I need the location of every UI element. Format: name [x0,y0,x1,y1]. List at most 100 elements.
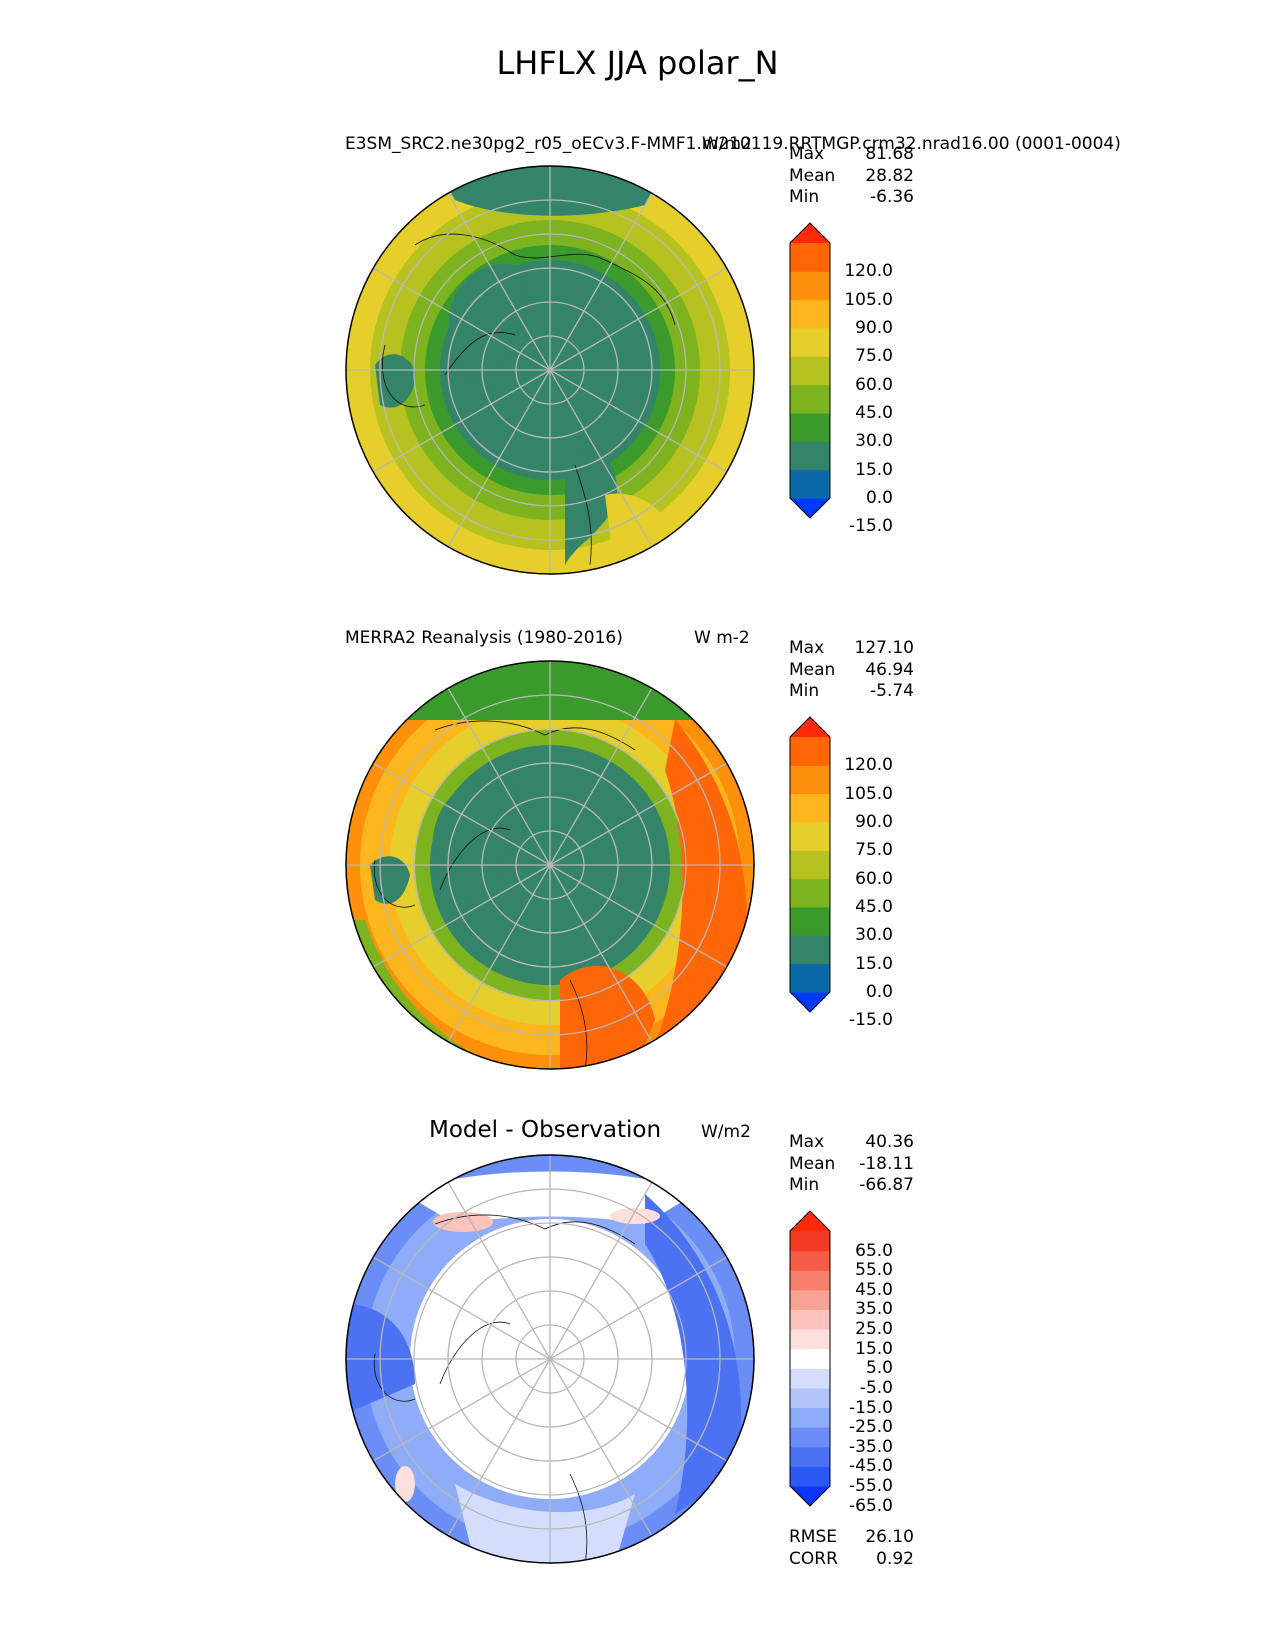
colorbar-segment [790,1427,830,1448]
colorbar-tick-label: 75.0 [855,346,893,367]
colorbar-segment [790,1329,830,1350]
colorbar-tick-label: 105.0 [844,289,893,310]
colorbar-tick-label: 30.0 [855,431,893,452]
figure-title: LHFLX JJA polar_N [496,44,779,82]
metric-value: 26.10 [865,1527,914,1547]
colorbar-tick-label: 105.0 [844,783,893,804]
panel-units: W/m2 [701,1122,751,1142]
colorbar-tick-label: 45.0 [855,897,893,917]
colorbar-segment [790,793,830,823]
field-pacific [385,661,705,720]
colorbar-tick-label: -15.0 [849,1397,893,1418]
colorbar-segment [790,963,830,993]
field-hudson-bay [375,354,416,408]
colorbar-extend-low [790,498,830,518]
colorbar-tick-label: 60.0 [855,374,893,395]
colorbar-tick-label: 90.0 [855,318,893,338]
colorbar-tick-label: 120.0 [844,755,893,776]
colorbar-tick-label: -65.0 [849,1495,893,1516]
panel-title: MERRA2 Reanalysis (1980-2016) [345,628,623,648]
colorbar-tick-label: 25.0 [855,1319,893,1340]
colorbar-segment [790,469,830,499]
stat-label: Min [789,681,820,701]
colorbar-tick-label: -5.0 [859,1377,893,1398]
colorbar-segment [790,1231,830,1252]
colorbar-tick-label: 0.0 [865,982,893,1002]
stat-label: Max [789,1132,825,1152]
colorbar-segment [790,384,830,414]
colorbar-tick-label: -15.0 [849,516,893,537]
colorbar [789,716,831,1013]
stat-value: 81.68 [865,144,914,164]
field-south-light [455,1484,635,1563]
stats-block: Max 81.68 Mean 28.82 Min -6.36 [789,144,914,209]
stat-value: 46.94 [865,659,914,680]
colorbar [789,222,831,519]
colorbar-tick-label: 45.0 [855,1279,893,1300]
colorbar-segment [790,1270,830,1291]
graticule [346,166,754,574]
colorbar-segment [790,907,830,936]
coastline [373,720,636,1069]
colorbar-tick-label: 15.0 [855,1338,893,1359]
colorbar-segment [790,822,830,851]
stat-label: Max [789,144,825,164]
colorbar-segment [790,1368,830,1389]
stat-value: -6.36 [870,187,914,207]
colorbar-extend-high [790,1211,830,1231]
colorbar-extend-low [790,992,830,1012]
metric-value: 0.92 [876,1548,914,1569]
stat-value: 28.82 [865,165,914,186]
colorbar-segment [790,737,830,766]
colorbar-tick-label: 65.0 [855,1240,893,1261]
stat-label: Max [789,638,825,658]
stat-label: Mean [789,165,836,186]
colorbar-segment [790,271,830,301]
panel-title: E3SM_SRC2.ne30pg2_r05_oECv3.F-MMF1.m2101… [345,134,1121,154]
colorbar-outline [789,222,831,519]
colorbar-segment [790,1466,830,1487]
coastline [382,233,676,566]
colorbar-labels: 120.0 105.0 90.0 75.0 60.0 45.0 30.0 15.0 0.0 -15… [830,223,893,536]
colorbar-extend-low [790,1486,830,1506]
stats-block: Max 127.10 Mean 46.94 Min -5.74 [789,638,914,703]
colorbar-tick-label: 120.0 [844,261,893,282]
field-greenland [432,1272,518,1404]
stats-block: Max 40.36 Mean -18.11 Min -66.87 [789,1132,914,1197]
colorbar-segment [790,1348,830,1369]
colorbar-segment [790,1289,830,1310]
stat-value: -66.87 [859,1175,914,1195]
field-europe [560,965,655,1069]
colorbar-segment [790,413,830,442]
stat-label: Min [789,187,820,207]
colorbar-tick-label: 45.0 [855,403,893,423]
stat-label: Min [789,1175,820,1195]
colorbar-segment [790,243,830,272]
field-positive [433,1212,493,1232]
stat-label: Mean [789,1153,836,1174]
field-east-blue [645,1194,741,1514]
colorbar-segment [790,356,830,386]
stat-label: Mean [789,659,836,680]
colorbar-tick-label: 75.0 [855,840,893,861]
colorbar-labels: 65.0 55.0 45.0 35.0 25.0 15.0 5.0 -5.0 -15.0 -25.… [830,1211,893,1516]
coastline [373,1214,636,1563]
metric-label: RMSE [789,1527,838,1547]
colorbar-tick-label: 15.0 [855,953,893,974]
colorbar-tick-label: -25.0 [849,1417,893,1438]
colorbar-segment [790,935,830,965]
colorbar-tick-label: 35.0 [855,1299,893,1320]
colorbar-outline [789,1210,831,1507]
stat-value: 127.10 [854,638,914,658]
colorbar-tick-label: 15.0 [855,459,893,480]
stat-value: -18.11 [859,1153,914,1174]
graticule [346,1155,754,1563]
colorbar-segment [790,850,830,880]
colorbar-tick-label: 30.0 [855,925,893,946]
polar-map [345,165,755,575]
metrics-block: RMSE 26.10 CORR 0.92 [789,1527,914,1570]
panel-units: W m-2 [694,628,750,648]
colorbar-extend-high [790,717,830,737]
colorbar-tick-label: 55.0 [855,1260,893,1281]
colorbar-labels: 120.0 105.0 90.0 75.0 60.0 45.0 30.0 15.0 0.0 -15… [830,717,893,1030]
